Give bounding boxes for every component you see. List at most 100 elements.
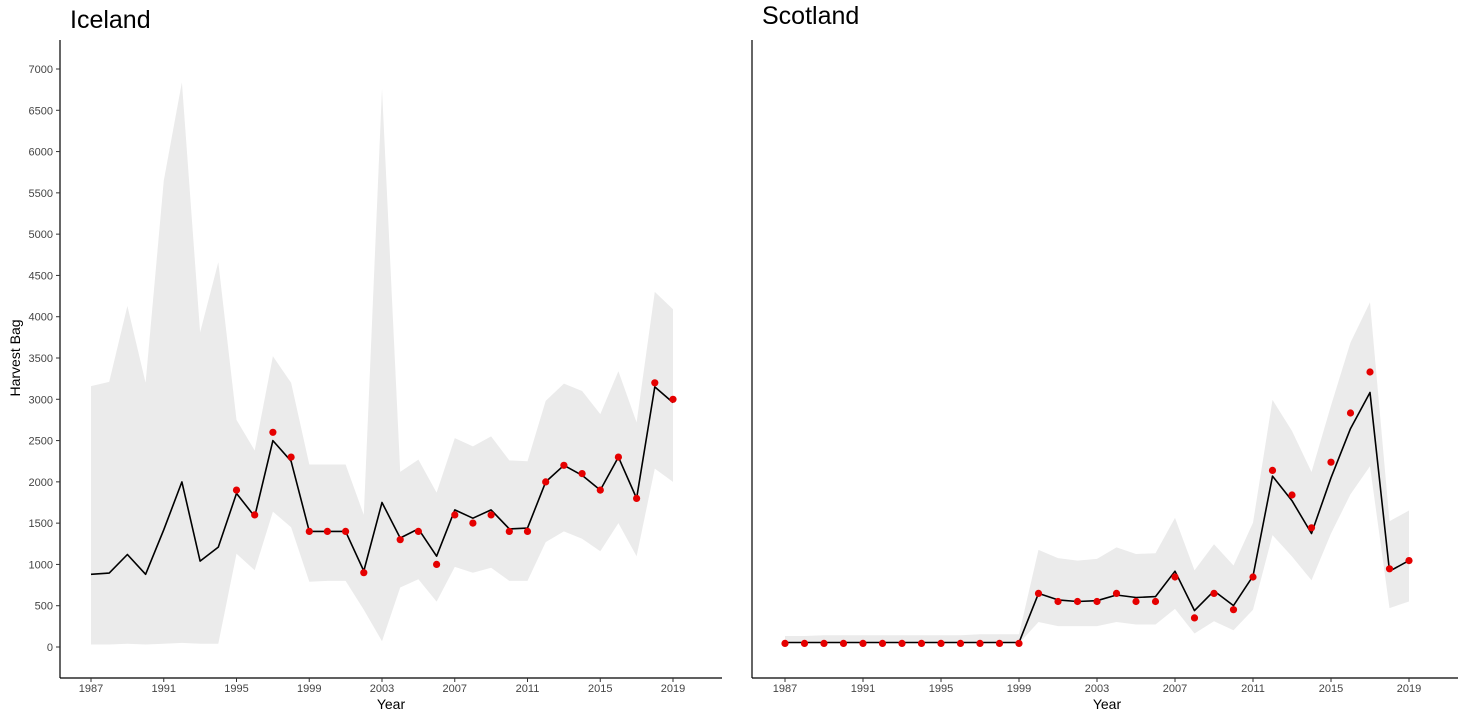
x-tick-label: 2003 [1085, 683, 1109, 695]
x-tick-label: 2011 [1241, 683, 1265, 695]
y-tick-label: 0 [47, 642, 53, 654]
data-point [1034, 589, 1043, 598]
x-tick-label: 2019 [661, 683, 685, 695]
chart-scotland: 1987 1991 1995 1999 2003 2007 2011 2015 2019 Year [751, 40, 1458, 712]
y-tick-label: 6500 [29, 105, 53, 117]
data-point [287, 453, 295, 461]
data-point [1093, 597, 1101, 606]
data-point [1366, 368, 1374, 376]
data-point [414, 527, 422, 536]
x-tick-label: 1987 [79, 683, 103, 695]
y-tick-label: 6000 [29, 147, 53, 159]
x-tick-label: 1995 [929, 683, 953, 695]
data-point [1132, 597, 1140, 606]
data-point [898, 639, 906, 648]
data-point [523, 527, 532, 536]
chart-title-iceland: Iceland [70, 6, 151, 34]
x-axis-title: Year [1093, 696, 1122, 712]
y-tick-label: 3000 [29, 394, 53, 406]
x-tick-label: 2011 [516, 683, 540, 695]
x-tick-label: 1995 [224, 683, 248, 695]
data-point [1405, 557, 1413, 565]
data-point [917, 639, 926, 648]
data-point [305, 527, 313, 536]
data-point [976, 639, 984, 648]
data-point [1288, 491, 1296, 499]
data-point [451, 511, 459, 519]
x-tick-label: 2003 [370, 683, 394, 695]
y-tick-label: 2500 [29, 436, 53, 448]
data-point [1268, 466, 1277, 474]
data-point [995, 639, 1004, 648]
data-point [651, 379, 659, 387]
data-point [542, 478, 550, 486]
confidence-band [91, 82, 673, 645]
data-point [956, 639, 965, 648]
y-tick-label: 1500 [29, 518, 53, 530]
x-tick-label: 2015 [1319, 683, 1343, 695]
data-point [633, 494, 641, 502]
data-point [596, 486, 604, 494]
x-tick-label: 2007 [443, 683, 467, 695]
data-point [1346, 409, 1355, 417]
data-point [839, 639, 848, 648]
data-point [251, 511, 259, 519]
data-point [433, 560, 441, 569]
x-tick-label: 2019 [1397, 683, 1421, 695]
data-point [396, 536, 404, 544]
x-tick-label: 1999 [297, 683, 321, 695]
data-point [1385, 565, 1394, 573]
y-axis-title: Harvest Bag [7, 319, 23, 396]
data-point [1073, 597, 1082, 606]
x-tick-label: 1991 [152, 683, 176, 695]
data-point [1327, 458, 1335, 466]
fitted-line [90, 386, 674, 576]
data-point [1171, 573, 1179, 581]
data-point [578, 470, 586, 478]
y-tick-label: 500 [35, 601, 53, 613]
y-tick-label: 5500 [29, 188, 53, 200]
data-point [800, 639, 809, 648]
data-point [614, 453, 623, 461]
data-point [1249, 573, 1257, 581]
y-tick-label: 2000 [29, 477, 53, 489]
data-point [820, 639, 828, 648]
data-point [1210, 589, 1218, 598]
data-point [1054, 597, 1062, 606]
x-tick-label: 1991 [851, 683, 875, 695]
x-tick-label: 1987 [773, 683, 797, 695]
data-point [269, 428, 277, 436]
data-point [1190, 614, 1199, 622]
data-point [360, 569, 368, 577]
data-point [781, 639, 789, 648]
data-point [1015, 639, 1023, 648]
data-point [669, 395, 677, 403]
x-tick-label: 1999 [1007, 683, 1031, 695]
data-point [1307, 524, 1316, 532]
y-tick-label: 4500 [29, 270, 53, 282]
data-point [560, 461, 568, 469]
data-point [323, 527, 331, 536]
x-tick-label: 2007 [1163, 683, 1187, 695]
x-tick-label: 2015 [588, 683, 612, 695]
data-point [232, 486, 241, 494]
data-point [505, 527, 513, 536]
y-tick-label: 1000 [29, 559, 53, 571]
data-point [342, 527, 350, 536]
y-tick-label: 7000 [29, 64, 53, 76]
y-tick-label: 4000 [29, 312, 53, 324]
confidence-band [785, 302, 1409, 644]
data-point [1229, 606, 1238, 614]
data-point [878, 639, 887, 648]
data-point [1112, 589, 1121, 598]
data-point [469, 519, 477, 527]
data-point [487, 511, 495, 519]
chart-title-scotland: Scotland [762, 2, 860, 30]
y-tick-label: 3500 [29, 353, 53, 365]
data-point [937, 639, 945, 648]
data-point [1151, 597, 1160, 606]
data-point [859, 639, 867, 648]
x-axis-title: Year [377, 696, 406, 712]
y-tick-label: 5000 [29, 229, 53, 241]
